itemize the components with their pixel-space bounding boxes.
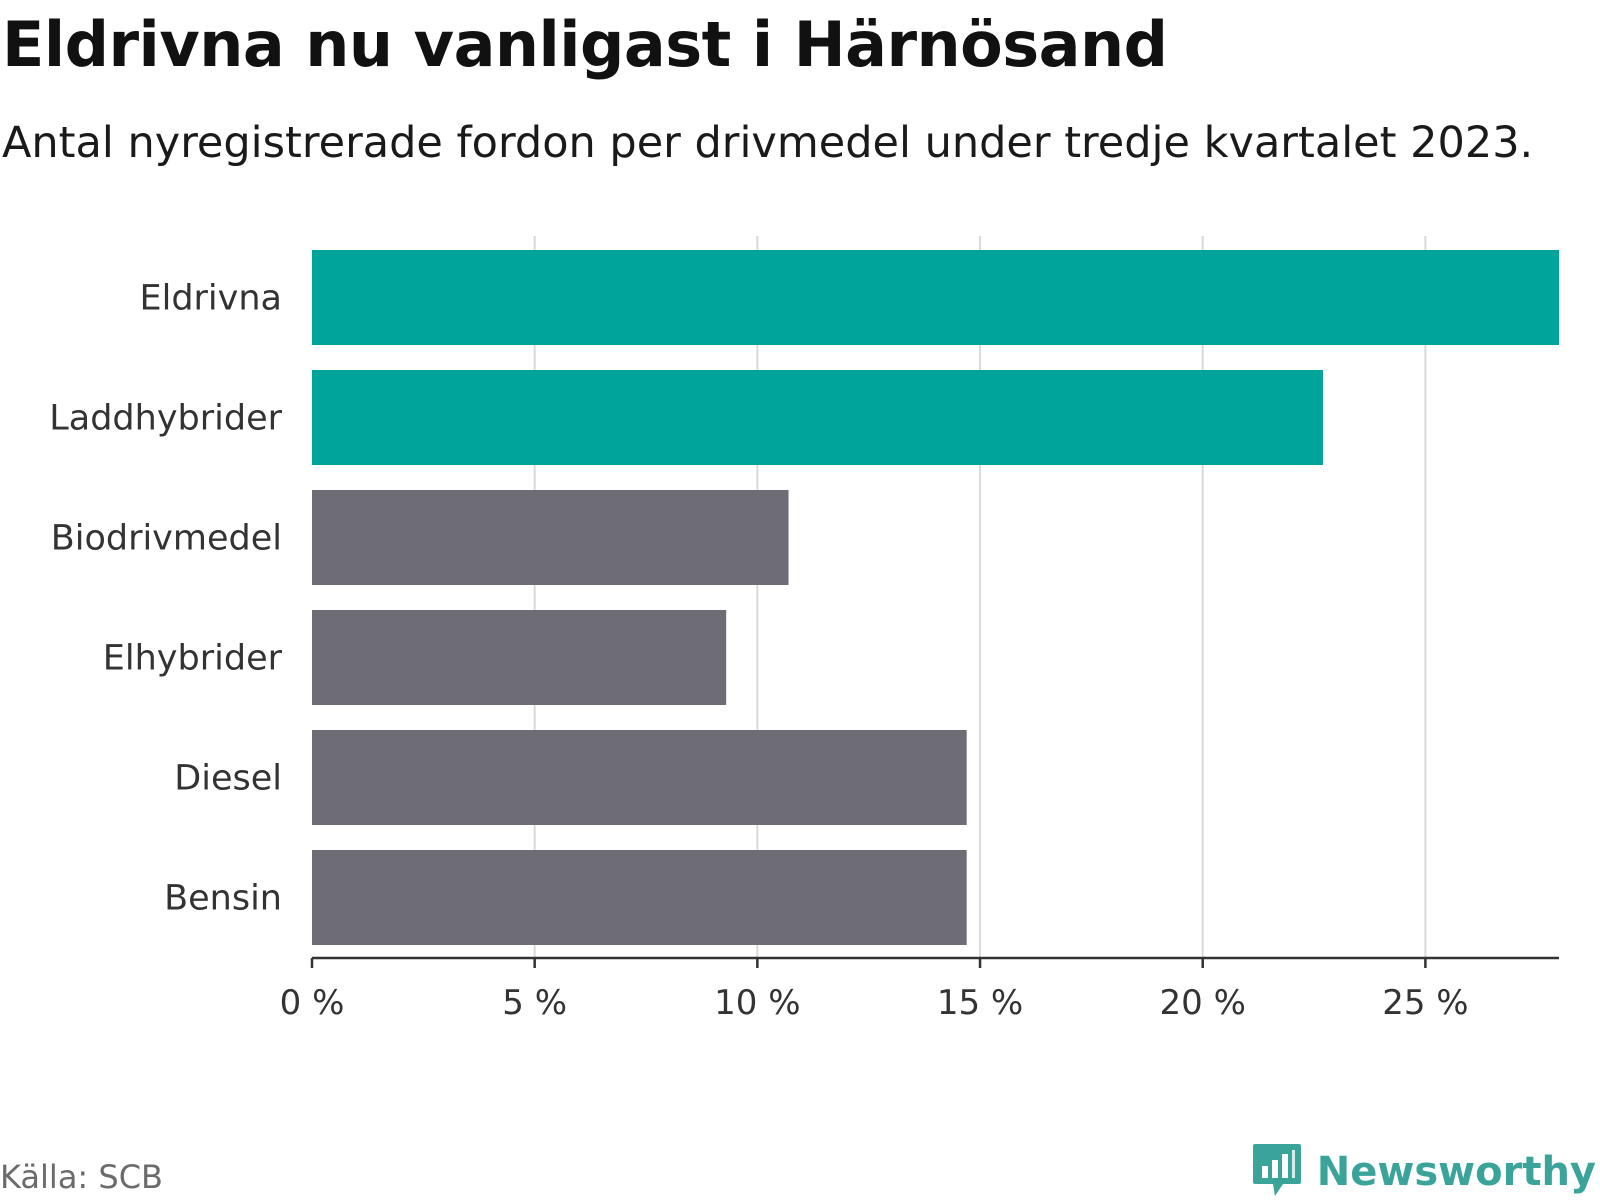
bar-eldrivna (312, 250, 1559, 345)
chart-title: Eldrivna nu vanligast i Härnösand (2, 8, 1168, 81)
x-tick-label: 0 % (280, 983, 345, 1023)
x-tick-label: 15 % (937, 983, 1023, 1023)
bar-biodrivmedel (312, 490, 789, 585)
source-note: Källa: SCB (0, 1158, 163, 1196)
chart-subtitle: Antal nyregistrerade fordon per drivmede… (2, 118, 1534, 168)
category-label: Diesel (174, 759, 282, 799)
x-axis: 0 % 5 % 10 % 15 % 20 % 25 % (280, 956, 1559, 1023)
x-tick-label: 25 % (1382, 983, 1468, 1023)
bar-elhybrider (312, 610, 727, 705)
category-label: Biodrivmedel (51, 519, 282, 559)
bars (312, 250, 1559, 945)
bar-diesel (312, 730, 967, 825)
category-label: Laddhybrider (49, 399, 282, 439)
gridlines (533, 236, 1427, 958)
category-labels: Eldrivna Laddhybrider Biodrivmedel Elhybrid… (49, 279, 282, 919)
category-label: Eldrivna (139, 279, 282, 319)
bar-laddhybrider (312, 370, 1323, 465)
brand-name: Newsworthy (1316, 1149, 1596, 1195)
brand-logo: Newsworthy (1251, 1142, 1596, 1202)
category-label: Elhybrider (103, 639, 283, 679)
x-tick-label: 5 % (502, 983, 567, 1023)
x-tick-label: 10 % (714, 983, 800, 1023)
bar-chart-bubble-icon (1251, 1142, 1303, 1202)
x-tick-label: 20 % (1160, 983, 1246, 1023)
bar-bensin (312, 850, 967, 945)
category-label: Bensin (164, 879, 282, 919)
